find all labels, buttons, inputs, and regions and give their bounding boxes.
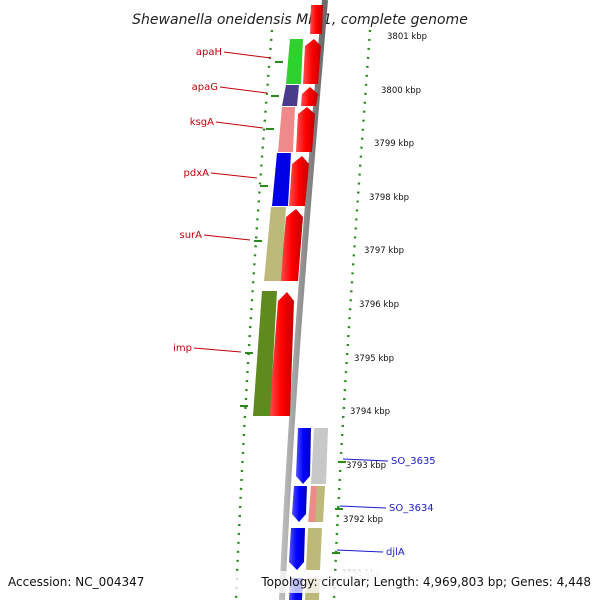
gene-label-apaG: apaG: [192, 82, 218, 93]
gene-label-SO_3635: SO_3635: [391, 456, 436, 467]
position-ticks: 3801 kbp 3800 kbp 3799 kbp 3798 kbp 3797…: [341, 32, 427, 579]
cog-block: [272, 153, 291, 206]
gc-track-right: [332, 29, 372, 600]
cds-arrow: [289, 528, 305, 570]
gene-label-apaH: apaH: [196, 47, 222, 58]
cog-block: [306, 528, 322, 570]
tick-label: 3799 kbp: [374, 139, 414, 149]
cds-arrow: [310, 5, 323, 34]
footer-background: [0, 571, 600, 593]
cog-block: [264, 207, 286, 281]
forward-cds-track: [269, 5, 323, 416]
tick-label: 3798 kbp: [369, 193, 409, 203]
accession-text: Accession: NC_004347: [8, 575, 144, 589]
gene-labels-right: SO_3635 SO_3634 djlA: [386, 456, 436, 558]
cds-arrow: [289, 156, 309, 206]
tick-label: 3797 kbp: [364, 246, 404, 256]
cds-arrow: [296, 107, 315, 152]
cog-block: [253, 291, 277, 416]
map-title: Shewanella oneidensis MR-1, complete gen…: [132, 12, 468, 28]
reverse-cds-track: [289, 428, 311, 600]
tick-label: 3795 kbp: [354, 354, 394, 364]
cds-arrow: [303, 39, 321, 84]
gene-label-pdxA: pdxA: [184, 168, 210, 179]
cog-block: [278, 107, 295, 152]
tick-label: 3796 kbp: [359, 300, 399, 310]
cds-arrow: [301, 87, 318, 106]
cog-block: [282, 85, 299, 106]
gene-label-djlA: djlA: [386, 547, 405, 558]
cds-arrow: [280, 209, 303, 281]
cog-block: [286, 39, 303, 84]
gc-content-tracks: [234, 29, 372, 600]
cds-arrow: [296, 428, 311, 484]
cog-block: [309, 486, 317, 522]
gc-track-left: [234, 29, 274, 600]
cog-block: [311, 428, 328, 484]
cds-arrow: [269, 292, 294, 416]
cog-track-left: [253, 39, 303, 416]
label-leaders: [193, 51, 389, 553]
gene-label-imp: imp: [173, 343, 192, 354]
boundary-ticks: [240, 61, 346, 554]
tick-label: 3792 kbp: [343, 515, 383, 525]
tick-label: 3794 kbp: [350, 407, 390, 417]
cds-arrow: [292, 486, 307, 522]
gene-label-SO_3634: SO_3634: [389, 503, 434, 514]
gene-label-surA: surA: [180, 230, 203, 241]
tick-label: 3793 kbp: [346, 461, 386, 471]
tick-label: 3800 kbp: [381, 86, 421, 96]
gene-labels-left: apaH apaG ksgA pdxA surA imp: [173, 47, 222, 354]
gene-label-ksgA: ksgA: [190, 117, 214, 128]
tick-label: 3801 kbp: [387, 32, 427, 42]
topology-text: Topology: circular; Length: 4,969,803 bp…: [260, 575, 591, 589]
